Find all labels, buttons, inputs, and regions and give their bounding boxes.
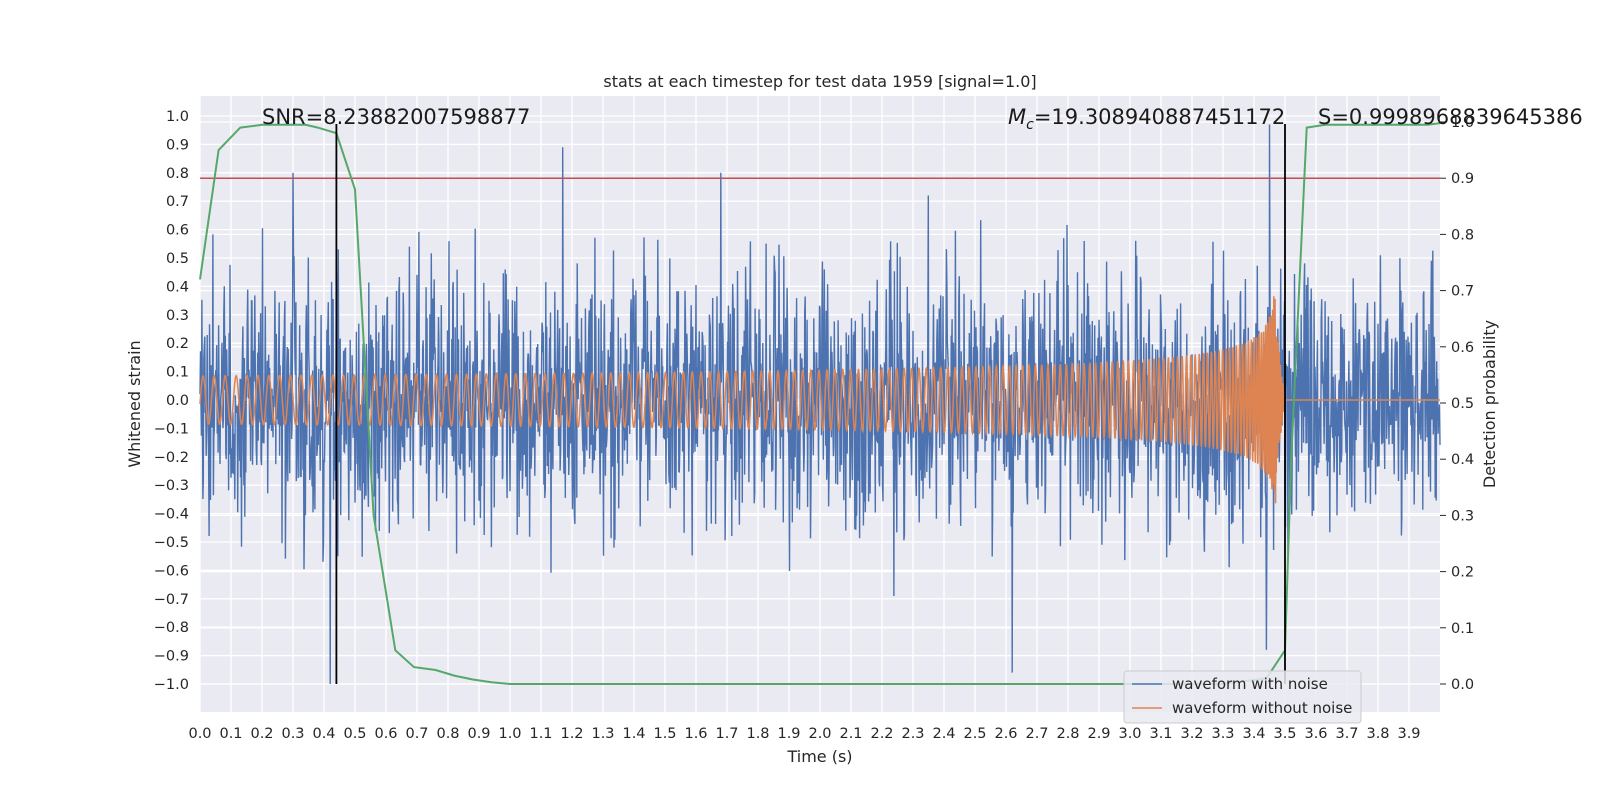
x-tick-label: 3.3	[1211, 726, 1234, 742]
chirp-mass-annotation: Mc=19.308940887451172	[1008, 105, 1285, 133]
x-tick-label: 0.1	[219, 726, 242, 742]
x-tick-label: 3.2	[1180, 726, 1203, 742]
x-tick-label: 0.2	[250, 726, 273, 742]
y-tick-label: −0.5	[154, 535, 189, 551]
y-tick-label: −0.2	[154, 450, 189, 466]
x-tick-label: 1.7	[715, 726, 738, 742]
y-tick-label: −0.6	[154, 563, 189, 579]
x-tick-label: 3.7	[1335, 726, 1358, 742]
x-tick-label: 0.8	[436, 726, 459, 742]
x-tick-label: 0.4	[312, 726, 335, 742]
x-tick-label: 1.3	[591, 726, 614, 742]
y-tick-label: 1.0	[166, 109, 189, 125]
legend-box	[1123, 670, 1362, 724]
x-tick-label: 1.6	[684, 726, 707, 742]
y2-axis-label: Detection probability	[1480, 320, 1499, 488]
x-tick-label: 3.1	[1149, 726, 1172, 742]
y2-tick-label: 0.6	[1451, 340, 1474, 356]
y-tick-label: 0.9	[166, 137, 189, 153]
x-tick-label: 1.9	[777, 726, 800, 742]
x-tick-label: 3.6	[1304, 726, 1327, 742]
y-tick-label: 0.3	[166, 308, 189, 324]
x-tick-label: 2.4	[932, 726, 955, 742]
x-tick-label: 0.3	[281, 726, 304, 742]
x-tick-label: 0.0	[188, 726, 211, 742]
y-tick-label: 0.4	[166, 279, 189, 295]
x-tick-label: 0.5	[343, 726, 366, 742]
y-tick-label: 0.1	[166, 365, 189, 381]
legend: waveform with noise waveform without noi…	[1123, 670, 1362, 724]
y-tick-label: −0.3	[154, 478, 189, 494]
x-tick-label: 3.5	[1273, 726, 1296, 742]
y-tick-label: −0.4	[154, 507, 189, 523]
y-tick-labels: 1.0 0.9 0.8 0.7 0.6 0.5 0.4 0.3 0.2 0.1 0.0 −0.1 −0.…	[154, 109, 189, 693]
snr-annotation: SNR=8.23882007598877	[262, 105, 530, 129]
x-tick-label: 2.6	[994, 726, 1017, 742]
y2-tick-label: 0.0	[1451, 677, 1474, 693]
plot-area	[199, 122, 1441, 685]
y-tick-label: −1.0	[154, 677, 189, 693]
legend-entry-clean: waveform without noise	[1172, 699, 1352, 717]
series-waveform-without-noise	[199, 296, 1440, 504]
y-tick-label: 0.2	[166, 336, 189, 352]
y2-tick-label: 0.3	[1451, 508, 1474, 524]
x-tick-label: 2.9	[1087, 726, 1110, 742]
x-tick-label: 1.5	[653, 726, 676, 742]
y2-tick-labels: 1.0 0.9 0.8 0.7 0.6 0.5 0.4 0.3 0.2 0.1 0.0	[1440, 115, 1474, 693]
x-tick-label: 0.7	[405, 726, 428, 742]
x-tick-label: 2.7	[1025, 726, 1048, 742]
x-tick-label: 1.2	[560, 726, 583, 742]
x-tick-label: 1.0	[498, 726, 521, 742]
legend-entry-noise: waveform with noise	[1172, 675, 1328, 693]
chirp-mass-subscript: c	[1026, 117, 1034, 133]
y-tick-label: 0.5	[166, 251, 189, 267]
y2-tick-label: 0.4	[1451, 452, 1474, 468]
y-tick-label: −0.8	[154, 620, 189, 636]
y2-tick-label: 0.8	[1451, 227, 1474, 243]
x-tick-label: 3.8	[1366, 726, 1389, 742]
x-tick-label: 2.0	[808, 726, 831, 742]
x-tick-label: 2.1	[839, 726, 862, 742]
chart-title: stats at each timestep for test data 195…	[603, 72, 1036, 91]
x-tick-label: 2.8	[1056, 726, 1079, 742]
x-tick-label: 1.1	[529, 726, 552, 742]
y-tick-label: −0.1	[154, 421, 189, 437]
y2-tick-label: 0.2	[1451, 565, 1474, 581]
y-tick-label: −0.7	[154, 592, 189, 608]
y-tick-label: 0.7	[166, 194, 189, 210]
y2-tick-label: 0.7	[1451, 284, 1474, 300]
x-tick-label: 2.2	[870, 726, 893, 742]
x-tick-label: 3.0	[1118, 726, 1141, 742]
y2-tick-label: 1.0	[1451, 115, 1474, 131]
y2-tick-label: 0.1	[1451, 621, 1474, 637]
y2-tick-label: 0.5	[1451, 396, 1474, 412]
x-tick-label: 2.3	[901, 726, 924, 742]
chirp-mass-value: =19.308940887451172	[1034, 105, 1285, 129]
x-tick-label: 3.4	[1242, 726, 1265, 742]
y2-tick-label: 0.9	[1451, 171, 1474, 187]
x-tick-label: 1.4	[622, 726, 645, 742]
x-tick-label: 0.9	[467, 726, 490, 742]
x-tick-labels: 0.0 0.1 0.2 0.3 0.4 0.5 0.6 0.7 0.8 0.9 1.0 1.1 1.2 1…	[188, 726, 1420, 742]
y-tick-label: 0.0	[166, 393, 189, 409]
x-axis-label: Time (s)	[786, 747, 852, 766]
y-tick-label: 0.6	[166, 223, 189, 239]
x-tick-label: 0.6	[374, 726, 397, 742]
x-tick-label: 3.9	[1397, 726, 1420, 742]
s-annotation: S=0.9998968839645386	[1318, 105, 1583, 129]
y-axis-label: Whitened strain	[125, 340, 144, 467]
x-tick-label: 1.8	[746, 726, 769, 742]
series-detection-probability	[199, 122, 1441, 685]
y-tick-label: 0.8	[166, 166, 189, 182]
chirp-mass-symbol: M	[1008, 105, 1026, 129]
y-tick-label: −0.9	[154, 649, 189, 665]
x-tick-label: 2.5	[963, 726, 986, 742]
